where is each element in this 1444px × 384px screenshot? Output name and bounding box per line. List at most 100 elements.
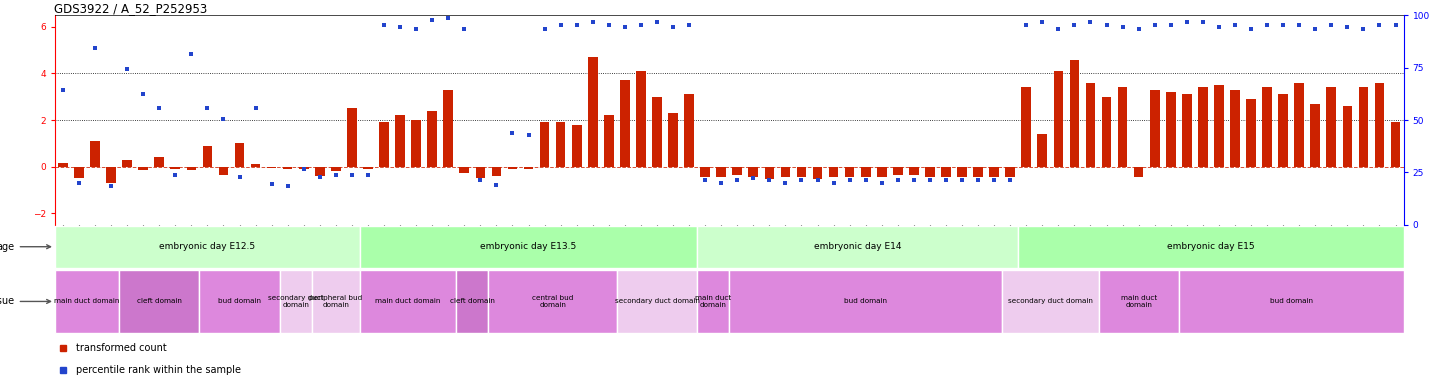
Bar <box>1070 60 1079 167</box>
Bar <box>697 225 1018 268</box>
Point <box>999 177 1022 184</box>
Text: secondary duct
domain: secondary duct domain <box>267 295 323 308</box>
Point <box>677 22 700 28</box>
Bar <box>1262 88 1272 167</box>
Bar <box>1178 270 1404 333</box>
Bar <box>55 225 360 268</box>
Point <box>485 182 508 188</box>
Bar <box>572 125 582 167</box>
Bar <box>380 122 388 167</box>
Point <box>341 172 364 178</box>
Bar <box>540 122 549 167</box>
Point <box>565 22 588 28</box>
Point <box>661 24 684 30</box>
Bar <box>829 167 839 177</box>
Bar <box>186 167 196 170</box>
Bar <box>524 167 533 169</box>
Bar <box>748 167 758 177</box>
Bar <box>957 167 967 177</box>
Point <box>934 177 957 184</box>
Bar <box>155 157 165 167</box>
Point <box>163 172 186 178</box>
Point <box>1320 22 1343 28</box>
Bar <box>604 115 614 167</box>
Point <box>1015 22 1038 28</box>
Point <box>180 51 204 57</box>
Point <box>871 180 894 186</box>
Point <box>388 24 412 30</box>
Bar <box>55 270 118 333</box>
Bar <box>892 167 902 175</box>
Point <box>1079 19 1102 25</box>
Point <box>260 181 283 187</box>
Bar <box>118 270 199 333</box>
Bar <box>488 270 617 333</box>
Bar <box>1054 71 1063 167</box>
Bar <box>74 167 84 178</box>
Point <box>1336 24 1359 30</box>
Text: embryonic day E13.5: embryonic day E13.5 <box>481 242 576 251</box>
Text: secondary duct domain: secondary duct domain <box>1008 298 1093 305</box>
Bar <box>1134 167 1144 177</box>
Bar <box>973 167 983 177</box>
Bar <box>1343 106 1352 167</box>
Point <box>1175 19 1199 25</box>
Text: embryonic day E15: embryonic day E15 <box>1167 242 1255 251</box>
Bar <box>861 167 871 177</box>
Point <box>645 19 669 25</box>
Point <box>373 22 396 28</box>
Bar <box>1199 88 1207 167</box>
Bar <box>1391 122 1401 167</box>
Point <box>758 177 781 184</box>
Bar <box>637 71 645 167</box>
Point <box>1144 22 1167 28</box>
Point <box>774 180 797 186</box>
Point <box>549 22 572 28</box>
Point <box>1128 26 1151 32</box>
Bar <box>107 167 116 183</box>
Point <box>838 177 861 184</box>
Bar <box>312 270 360 333</box>
Bar <box>1037 134 1047 167</box>
Bar <box>315 167 325 176</box>
Point <box>1304 26 1327 32</box>
Bar <box>1246 99 1256 167</box>
Bar <box>58 163 68 167</box>
Point <box>453 26 477 32</box>
Text: main duct
domain: main duct domain <box>1121 295 1157 308</box>
Bar <box>491 167 501 176</box>
Text: main duct
domain: main duct domain <box>695 295 731 308</box>
Bar <box>360 225 697 268</box>
Point <box>292 166 315 172</box>
Point <box>84 45 107 51</box>
Bar <box>412 120 422 167</box>
Point <box>147 105 170 111</box>
Bar <box>251 164 260 167</box>
Point <box>1063 22 1086 28</box>
Text: embryonic day E12.5: embryonic day E12.5 <box>159 242 256 251</box>
Bar <box>732 167 742 175</box>
Bar <box>1021 88 1031 167</box>
Point <box>790 177 813 184</box>
Bar <box>813 167 822 179</box>
Point <box>630 22 653 28</box>
Bar <box>1002 270 1099 333</box>
Bar <box>235 143 244 167</box>
Point <box>68 180 91 186</box>
Point <box>131 91 155 98</box>
Point <box>404 26 427 32</box>
Point <box>436 15 459 21</box>
Bar <box>877 167 887 177</box>
Bar <box>1294 83 1304 167</box>
Bar <box>653 97 661 167</box>
Bar <box>90 141 100 167</box>
Point <box>1223 22 1246 28</box>
Point <box>1207 24 1230 30</box>
Point <box>533 26 556 32</box>
Bar <box>729 270 1002 333</box>
Bar <box>716 167 726 177</box>
Text: main duct domain: main duct domain <box>375 298 440 305</box>
Bar <box>1214 85 1223 167</box>
Bar <box>123 159 131 167</box>
Point <box>100 183 123 189</box>
